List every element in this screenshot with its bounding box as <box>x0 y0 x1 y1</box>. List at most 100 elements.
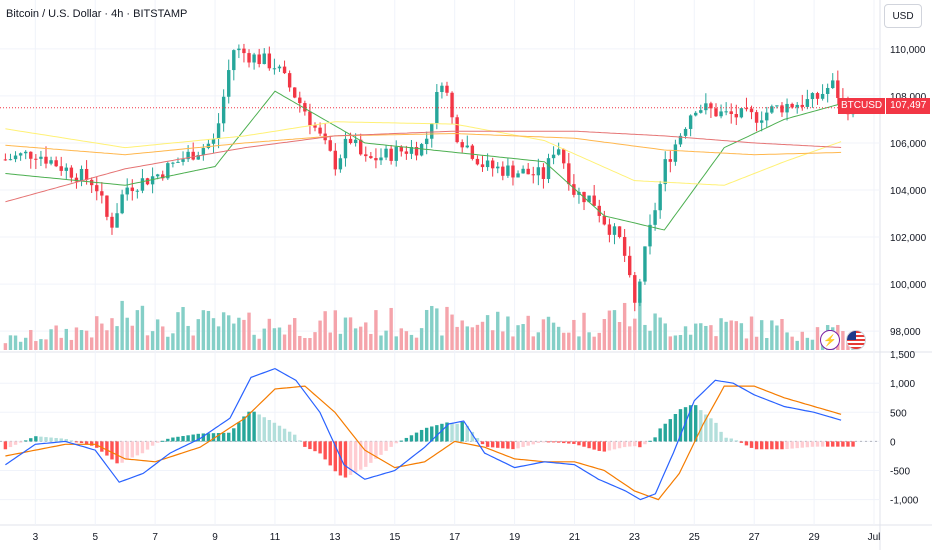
macd-histogram-bar <box>668 419 673 442</box>
volume-bar <box>628 326 632 350</box>
macd-histogram-bar <box>556 441 561 443</box>
macd-tick-label: -1,000 <box>890 496 919 507</box>
candle-body <box>572 184 576 195</box>
macd-histogram-bar <box>785 441 789 450</box>
macd-histogram-bar <box>44 437 48 442</box>
candle-body <box>221 96 226 124</box>
candle-body <box>831 80 835 88</box>
volume-bar <box>754 336 759 350</box>
candle-body <box>765 112 769 121</box>
macd-histogram-bar <box>810 441 815 447</box>
candle-body <box>424 138 429 145</box>
macd-histogram-bar <box>338 441 343 476</box>
us-flag-icon[interactable] <box>846 330 866 350</box>
candle-body <box>161 174 165 179</box>
macd-histogram-bar <box>384 441 388 451</box>
candle-body <box>176 161 180 163</box>
macd-histogram-bar <box>597 441 601 451</box>
macd-histogram-bar <box>516 441 520 449</box>
candle-body <box>714 108 718 117</box>
macd-histogram-bar <box>531 441 535 445</box>
volume-bar <box>49 329 53 350</box>
volume-bar <box>409 334 414 350</box>
macd-tick-label: -500 <box>890 467 910 478</box>
volume-bar <box>313 332 317 350</box>
time-tick-label: 9 <box>212 532 218 543</box>
candle-body <box>734 114 739 118</box>
time-tick-label: 15 <box>389 532 401 543</box>
volume-bar <box>678 335 683 350</box>
candle-body <box>384 148 388 158</box>
macd-histogram-bar <box>135 441 140 456</box>
candle-body <box>394 146 398 161</box>
volume-bar <box>59 337 63 350</box>
candle-body <box>688 115 693 129</box>
volume-bar <box>135 310 140 350</box>
candle-body <box>272 68 277 70</box>
candle-body <box>364 154 368 157</box>
currency-button[interactable]: USD <box>884 4 922 28</box>
macd-histogram-bar <box>64 439 69 442</box>
last-price-value: 107,497 <box>885 98 931 114</box>
macd-histogram-bar <box>409 435 414 442</box>
candle-body <box>739 108 744 118</box>
candle-body <box>216 123 221 139</box>
macd-histogram-bar <box>298 440 302 442</box>
candle-body <box>800 104 804 107</box>
macd-histogram-bar <box>587 441 591 449</box>
candle-body <box>206 143 211 149</box>
macd-histogram-bar <box>643 441 647 445</box>
candle-body <box>470 145 475 159</box>
macd-histogram-bar <box>3 441 8 450</box>
volume-bar <box>562 332 566 350</box>
macd-histogram-bar <box>485 441 490 447</box>
macd-histogram-bar <box>419 429 424 442</box>
macd-histogram-bar <box>282 428 287 442</box>
macd-histogram-bar <box>191 434 195 442</box>
volume-bar <box>369 333 373 350</box>
macd-histogram-bar <box>470 431 475 442</box>
macd-histogram-bar <box>805 441 810 448</box>
candle-body <box>531 174 535 176</box>
macd-histogram-bar <box>343 441 348 478</box>
volume-bar <box>232 323 236 350</box>
macd-line <box>5 367 842 501</box>
candle-body <box>74 177 79 182</box>
candle-body <box>643 246 647 282</box>
macd-histogram-bar <box>379 441 383 455</box>
macd-histogram-bar <box>211 433 216 442</box>
candle-body <box>333 150 338 170</box>
candle-body <box>29 151 33 159</box>
volume-bar <box>8 335 13 350</box>
macd-histogram-bar <box>216 433 221 442</box>
candle-body <box>145 178 150 185</box>
candle-body <box>282 66 287 74</box>
volume-bar <box>582 312 586 350</box>
candle-body <box>313 125 317 128</box>
candle-body <box>450 92 454 118</box>
macd-histogram-bar <box>49 437 53 442</box>
flash-icon[interactable]: ⚡ <box>820 330 840 350</box>
candle-body <box>526 168 530 175</box>
macd-histogram-bar <box>150 441 155 446</box>
sma-fast-line <box>5 90 842 231</box>
volume-bar <box>485 315 490 350</box>
macd-histogram-bar <box>602 441 607 452</box>
candle-body <box>84 168 89 180</box>
macd-histogram-bar <box>303 441 307 447</box>
candle-body <box>490 160 495 169</box>
volume-bar <box>318 320 322 350</box>
volume-bar <box>333 310 338 350</box>
volume-bar <box>89 337 94 350</box>
candle-body <box>389 148 393 161</box>
candle-body <box>318 127 322 134</box>
volume-bar <box>84 330 89 350</box>
volume-bar <box>201 310 206 350</box>
candle-body <box>759 120 764 123</box>
candle-body <box>430 123 434 139</box>
candle-body <box>49 160 53 164</box>
signal-line <box>5 385 842 501</box>
volume-bar <box>501 331 505 350</box>
macd-histogram-bar <box>404 437 409 442</box>
